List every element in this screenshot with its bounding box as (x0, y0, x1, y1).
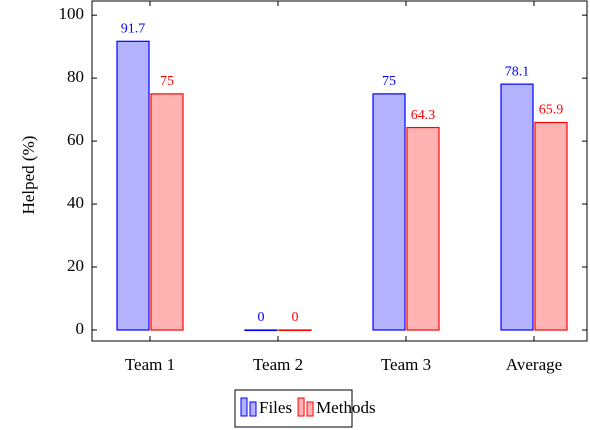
data-label: 78.1 (505, 64, 530, 79)
bar (244, 329, 278, 332)
legend-swatch (306, 401, 314, 417)
legend: Files Methods (234, 389, 376, 428)
legend-label: Files (259, 398, 292, 417)
y-tick-label: 40 (67, 193, 84, 212)
x-tick-label: Team 3 (381, 355, 431, 374)
data-label: 0 (258, 310, 265, 325)
y-tick-label: 0 (76, 319, 85, 338)
y-tick-label: 60 (67, 130, 84, 149)
legend-swatch (240, 397, 248, 417)
x-tick-label: Average (506, 355, 562, 374)
data-label: 75 (382, 74, 396, 89)
data-label: 0 (292, 310, 299, 325)
y-tick-label: 80 (67, 67, 84, 86)
bar (278, 329, 312, 332)
legend-label: Methods (316, 398, 376, 417)
bar (116, 40, 150, 331)
bar (150, 93, 184, 331)
y-tick-label: 100 (59, 4, 85, 23)
bar (406, 126, 440, 331)
plot-frame (91, 0, 588, 342)
x-tick-label: Team 2 (253, 355, 303, 374)
x-tick-label: Team 1 (125, 355, 175, 374)
y-axis-label: Helped (%) (19, 136, 38, 215)
legend-swatch (249, 401, 257, 417)
bar (534, 121, 568, 331)
data-label: 75 (160, 74, 174, 89)
y-tick-label: 20 (67, 256, 84, 275)
data-label: 91.7 (121, 22, 146, 37)
bar (500, 83, 534, 331)
data-label: 65.9 (539, 103, 564, 118)
legend-swatch (297, 397, 305, 417)
data-label: 64.3 (411, 108, 436, 123)
bar (372, 93, 406, 331)
